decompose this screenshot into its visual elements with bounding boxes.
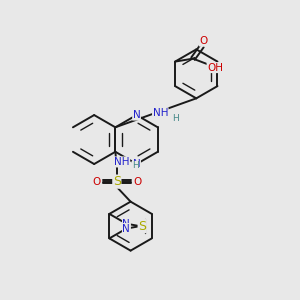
Text: O: O bbox=[133, 177, 141, 187]
Text: OH: OH bbox=[207, 63, 223, 73]
Text: NH: NH bbox=[114, 157, 130, 167]
Text: S: S bbox=[113, 175, 121, 188]
Text: N: N bbox=[122, 224, 130, 234]
Text: S: S bbox=[138, 220, 146, 232]
Text: H: H bbox=[172, 114, 179, 123]
Text: N: N bbox=[133, 159, 140, 169]
Text: O: O bbox=[199, 36, 208, 46]
Text: N: N bbox=[133, 110, 140, 120]
Text: H: H bbox=[132, 161, 139, 170]
Text: O: O bbox=[92, 177, 101, 187]
Text: NH: NH bbox=[152, 108, 168, 118]
Text: N: N bbox=[122, 219, 130, 229]
